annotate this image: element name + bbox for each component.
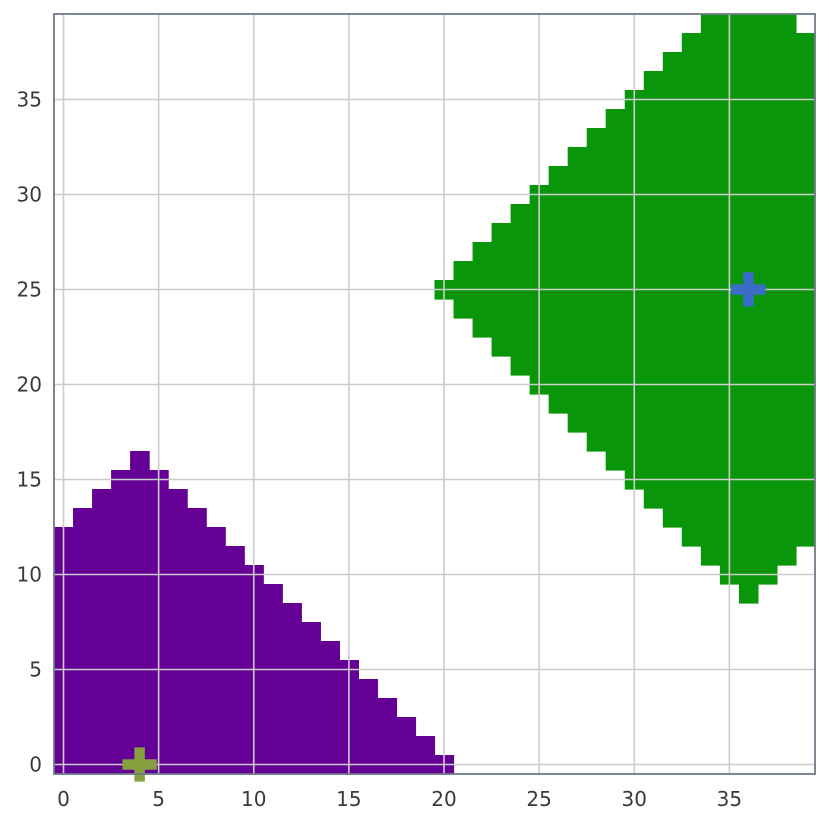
y-tick-label-10: 10 (17, 563, 42, 587)
region-1-row-19 (548, 394, 816, 414)
plot-frame (53, 13, 816, 775)
region-0-row-1 (54, 736, 436, 756)
x-tick-label-15: 15 (336, 787, 361, 811)
region-0-row-3 (54, 698, 398, 718)
region-1-row-16 (605, 451, 816, 471)
region-0-row-12 (54, 527, 226, 547)
region-1-row-39 (700, 14, 797, 34)
region-1-row-34 (605, 109, 816, 129)
y-tick-label-5: 5 (29, 658, 42, 682)
y-tick-label-15: 15 (17, 468, 42, 492)
region-1-row-12 (681, 527, 816, 547)
y-tick-label-35: 35 (17, 88, 42, 112)
x-tick-label-10: 10 (241, 787, 266, 811)
marker-1-v (743, 272, 754, 307)
x-tick-label-0: 0 (57, 787, 70, 811)
heatmap-cells (54, 14, 816, 775)
region-1-row-11 (700, 546, 797, 566)
x-tick-label-35: 35 (717, 787, 742, 811)
region-1-row-33 (586, 128, 816, 148)
region-0-row-11 (54, 546, 245, 566)
center-markers (122, 272, 766, 782)
region-1-row-13 (662, 508, 816, 528)
region-1-row-32 (567, 147, 816, 167)
region-1-row-31 (548, 166, 816, 186)
region-1-row-9 (738, 584, 759, 604)
x-tick-label-5: 5 (152, 787, 165, 811)
region-1-row-18 (567, 413, 816, 433)
y-tick-label-0: 0 (29, 753, 42, 777)
x-tick-label-30: 30 (622, 787, 647, 811)
x-tick-label-20: 20 (431, 787, 456, 811)
grid-lines (54, 14, 815, 774)
region-1-row-28 (491, 223, 816, 243)
region-0-row-2 (54, 717, 417, 737)
region-0-row-13 (73, 508, 207, 528)
region-1-row-38 (681, 33, 816, 53)
region-0-row-9 (54, 584, 283, 604)
region-1-row-23 (472, 318, 816, 338)
region-0-row-4 (54, 679, 379, 699)
x-tick-label-25: 25 (526, 787, 551, 811)
y-tick-label-25: 25 (17, 278, 42, 302)
region-0-row-7 (54, 622, 321, 642)
region-1-row-27 (472, 242, 816, 262)
y-tick-label-30: 30 (17, 183, 42, 207)
region-0-row-8 (54, 603, 302, 623)
region-0-row-16 (130, 451, 150, 471)
x-tick-labels: 0 5 10 15 20 25 30 35 (57, 787, 742, 811)
y-tick-label-20: 20 (17, 373, 42, 397)
region-1-row-22 (491, 337, 816, 357)
region-1-row-29 (510, 204, 816, 224)
marker-0-v (134, 747, 145, 782)
region-0-row-6 (54, 641, 340, 661)
region-0-row-14 (92, 489, 188, 509)
region-1-row-37 (662, 52, 816, 72)
region-1-row-21 (510, 356, 816, 376)
y-tick-labels: 0 5 10 15 20 25 30 35 (17, 88, 42, 777)
region-1-row-17 (586, 432, 816, 452)
